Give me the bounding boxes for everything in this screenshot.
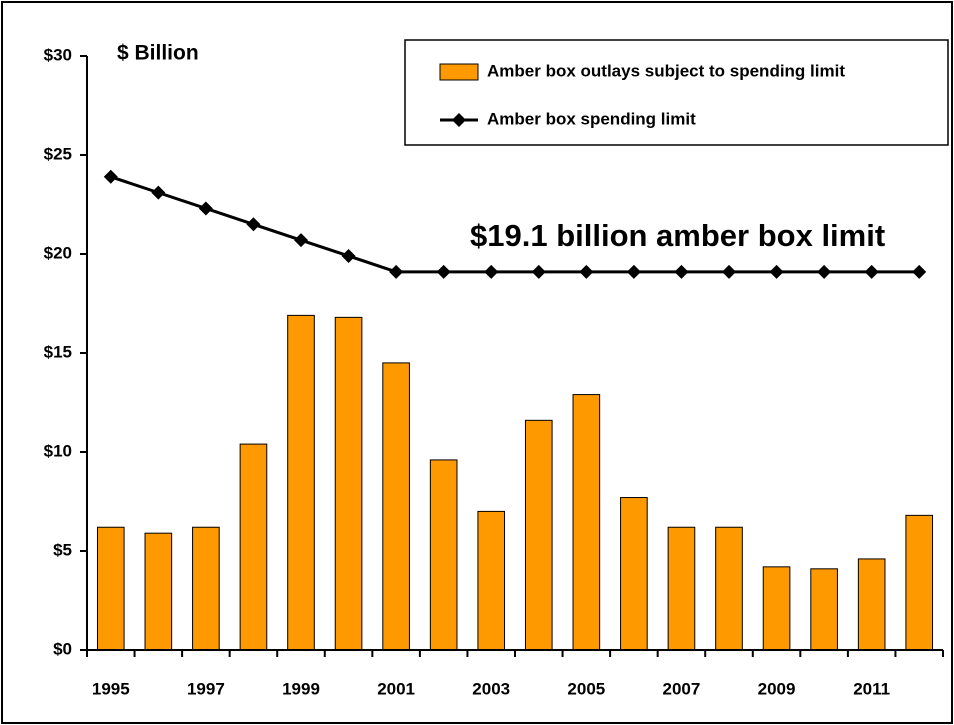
x-tick-label: 2009 (758, 679, 796, 698)
x-tick-label: 1999 (282, 679, 320, 698)
bar (382, 362, 410, 651)
line (110, 175, 920, 274)
marker (246, 217, 261, 232)
marker (531, 264, 546, 279)
y-tick-label: $5 (53, 540, 72, 559)
bar (524, 419, 553, 651)
marker (103, 169, 118, 184)
bar (762, 566, 791, 651)
legend-marker (452, 113, 466, 127)
y-unit-label: $ Billion (117, 42, 199, 65)
marker (912, 264, 927, 279)
y-tick-label: $15 (44, 342, 72, 361)
y-tick-label: $30 (44, 45, 72, 64)
bar (572, 394, 601, 651)
marker (341, 248, 356, 263)
legend-label: Amber box outlays subject to spending li… (487, 61, 845, 80)
x-tick-label: 2001 (377, 679, 415, 698)
bar (810, 568, 838, 651)
bar (667, 526, 696, 651)
marker (769, 264, 784, 279)
marker (674, 264, 689, 279)
bar (620, 497, 648, 651)
bar (334, 316, 363, 651)
y-tick-label: $20 (44, 243, 72, 262)
marker (436, 264, 451, 279)
y-tick-label: $10 (44, 441, 72, 460)
bar (192, 526, 220, 651)
marker (579, 264, 594, 279)
bar (715, 526, 743, 651)
legend-box (404, 39, 949, 146)
marker (722, 264, 736, 279)
x-tick-label: 2007 (663, 679, 701, 698)
x-tick-label: 2011 (853, 679, 890, 698)
legend-swatch (439, 63, 479, 81)
marker (484, 264, 499, 279)
marker (389, 264, 404, 279)
marker (151, 185, 166, 200)
x-tick-label: 1997 (187, 679, 225, 698)
bar (429, 459, 458, 651)
bar (857, 558, 886, 651)
bar (239, 443, 268, 651)
marker (864, 264, 879, 279)
bar (144, 532, 173, 651)
bar (96, 526, 125, 651)
y-tick-label: $0 (53, 639, 72, 658)
x-tick-label: 2005 (567, 679, 605, 698)
marker (626, 264, 641, 279)
y-tick-label: $25 (44, 144, 72, 163)
x-tick-label: 1995 (92, 679, 130, 698)
marker (198, 201, 213, 216)
annotation: $19.1 billion amber box limit (470, 218, 885, 253)
marker (817, 264, 832, 279)
bar (905, 514, 934, 651)
bar (477, 510, 506, 651)
legend-label: Amber box spending limit (487, 109, 696, 128)
marker (294, 233, 308, 248)
x-tick-label: 2003 (472, 679, 510, 698)
bar (287, 314, 315, 651)
